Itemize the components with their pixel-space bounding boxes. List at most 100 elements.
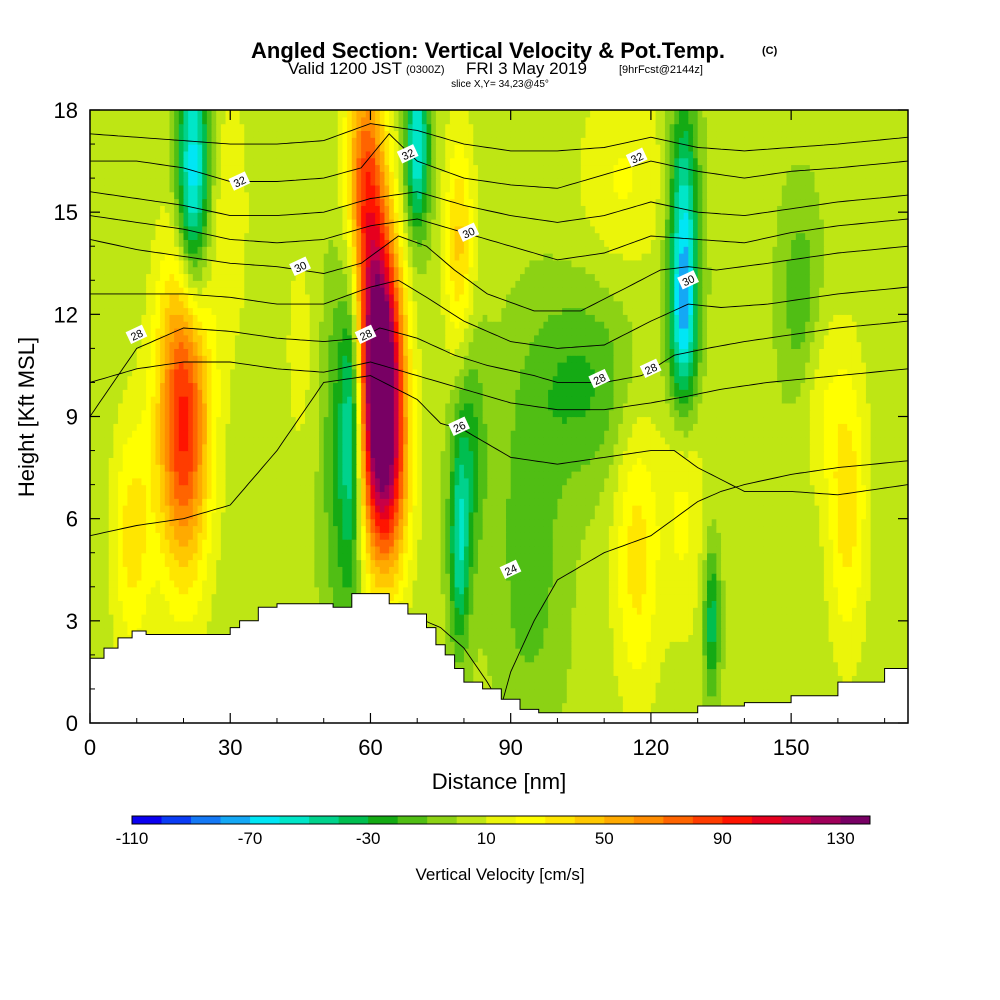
velocity-cell [506,552,512,561]
velocity-cell [870,614,876,622]
velocity-cell [524,620,530,629]
velocity-cell [580,559,587,567]
velocity-cell [122,573,128,581]
velocity-cell [188,552,194,561]
velocity-cell [613,586,619,595]
velocity-cell [898,654,904,663]
velocity-cell [870,668,876,676]
velocity-cell [449,559,456,567]
velocity-cell [608,573,615,581]
velocity-cell [604,654,610,663]
velocity-cell [786,620,792,629]
velocity-cell [543,566,549,574]
velocity-cell [370,573,376,581]
velocity-cell [590,600,596,608]
velocity-cell [875,614,881,622]
velocity-cell [791,593,797,601]
velocity-cell [585,702,591,710]
velocity-cell [403,566,409,574]
velocity-cell [833,661,839,670]
velocity-cell [501,545,507,554]
velocity-cell [459,559,465,567]
velocity-cell [758,566,764,574]
velocity-cell [576,614,582,622]
velocity-cell [613,539,619,547]
velocity-cell [379,586,386,595]
velocity-cell [169,579,175,588]
velocity-cell [258,586,264,595]
velocity-cell [118,607,124,615]
velocity-cell [417,552,423,561]
velocity-cell [735,539,741,547]
velocity-cell [879,552,886,561]
velocity-cell [524,600,530,608]
velocity-cell [248,559,255,567]
velocity-cell [118,620,124,629]
velocity-cell [459,593,465,601]
velocity-cell [239,607,245,615]
velocity-cell [463,600,470,608]
velocity-cell [604,688,610,697]
velocity-cell [501,607,507,615]
velocity-cell [721,539,727,547]
velocity-cell [613,566,619,574]
velocity-cell [557,532,563,540]
velocity-cell [333,579,339,588]
velocity-cell [389,525,395,533]
velocity-cell [197,539,203,547]
velocity-cell [893,627,900,636]
velocity-cell [650,675,657,683]
velocity-cell [342,566,348,574]
velocity-cell [618,675,624,683]
velocity-cell [576,634,582,642]
velocity-cell [875,532,881,540]
velocity-cell [454,566,460,574]
velocity-cell [641,552,647,561]
velocity-cell [819,586,825,595]
velocity-cell [258,579,264,588]
velocity-cell [707,593,713,601]
velocity-cell [216,545,222,554]
velocity-cell [898,532,904,540]
velocity-cell [529,607,535,615]
velocity-cell [248,614,255,622]
velocity-cell [459,620,465,629]
velocity-cell [809,579,816,588]
velocity-cell [202,600,208,608]
velocity-cell [739,545,745,554]
velocity-cell [370,586,376,595]
velocity-cell [122,607,128,615]
velocity-cell [641,593,647,601]
velocity-cell [833,614,839,622]
velocity-cell [655,566,661,574]
velocity-cell [721,695,727,704]
velocity-cell [847,559,853,567]
velocity-cell [767,545,774,554]
velocity-cell [305,525,311,533]
velocity-cell [898,600,904,608]
velocity-cell [618,661,624,670]
velocity-cell [655,593,661,601]
velocity-cell [211,579,217,588]
velocity-cell [562,552,568,561]
velocity-cell [861,586,867,595]
velocity-cell [108,641,114,649]
velocity-cell [599,688,605,697]
velocity-cell [482,593,488,601]
velocity-cell [772,641,778,649]
velocity-cell [473,627,479,636]
velocity-cell [585,586,591,595]
velocity-cell [650,668,657,676]
velocity-cell [870,579,876,588]
velocity-cell [104,559,110,567]
velocity-cell [758,668,764,676]
velocity-cell [791,600,797,608]
velocity-cell [361,573,367,581]
velocity-cell [735,593,741,601]
velocity-cell [707,668,713,676]
velocity-cell [865,552,872,561]
velocity-cell [650,648,657,656]
velocity-cell [449,627,456,636]
velocity-cell [510,654,516,663]
velocity-cell [230,614,236,622]
